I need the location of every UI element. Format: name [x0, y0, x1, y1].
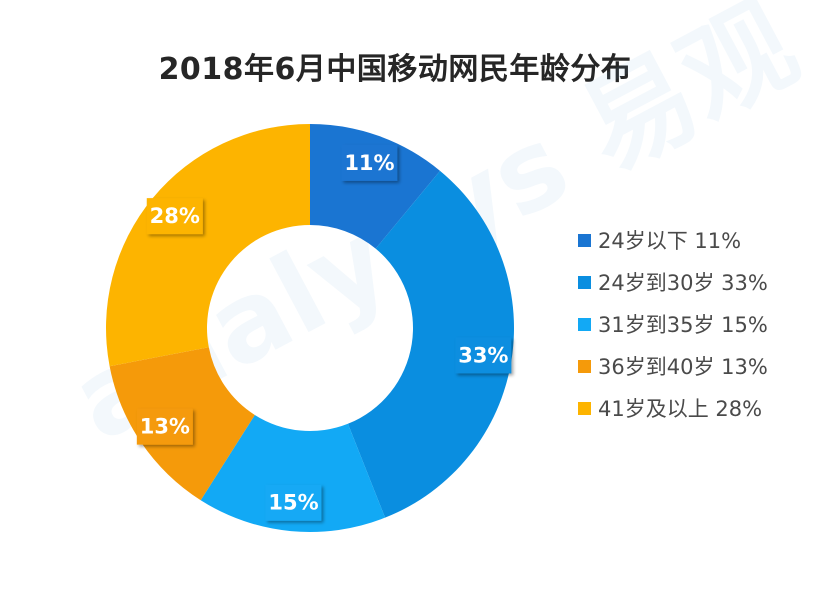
data-label-text: 15%: [268, 491, 318, 515]
data-label: 28%: [146, 198, 203, 235]
legend-label: 31岁到35岁 15%: [598, 313, 768, 337]
legend-label: 24岁以下 11%: [598, 229, 742, 253]
legend-label: 41岁及以上 28%: [598, 397, 763, 421]
legend-swatch: [578, 233, 591, 247]
legend-label: 36岁到40岁 13%: [598, 355, 768, 379]
donut-slice: [347, 170, 514, 518]
legend-label: 24岁到30岁 33%: [598, 271, 768, 295]
data-label-box: [136, 408, 193, 445]
legend-swatch: [578, 275, 591, 289]
legend-item: 24岁以下 11%: [578, 226, 768, 254]
data-label-text: 11%: [344, 151, 394, 175]
legend-item: 24岁到30岁 33%: [578, 268, 768, 296]
donut-slice: [106, 124, 310, 367]
legend-item: 41岁及以上 28%: [578, 394, 768, 422]
legend-item: 31岁到35岁 15%: [578, 310, 768, 338]
data-label: 11%: [341, 144, 398, 181]
data-label-text: 28%: [150, 204, 200, 228]
data-label: 33%: [455, 337, 512, 374]
legend-swatch: [578, 359, 591, 373]
data-label-text: 13%: [140, 415, 190, 439]
data-label-text: 33%: [458, 343, 508, 367]
data-label: 15%: [265, 484, 322, 521]
legend-swatch: [578, 401, 591, 415]
chart-title: 2018年6月中国移动网民年龄分布: [158, 52, 632, 87]
legend-swatch: [578, 317, 591, 331]
data-label-box: [341, 144, 398, 181]
data-label-box: [146, 198, 203, 235]
data-label: 13%: [136, 408, 193, 445]
donut-slice: [200, 414, 386, 532]
data-label-box: [265, 484, 322, 521]
data-label-box: [455, 337, 512, 374]
chart-legend: 24岁以下 11% 24岁到30岁 33% 31岁到35岁 15% 36岁到40…: [578, 226, 768, 436]
legend-item: 36岁到40岁 13%: [578, 352, 768, 380]
